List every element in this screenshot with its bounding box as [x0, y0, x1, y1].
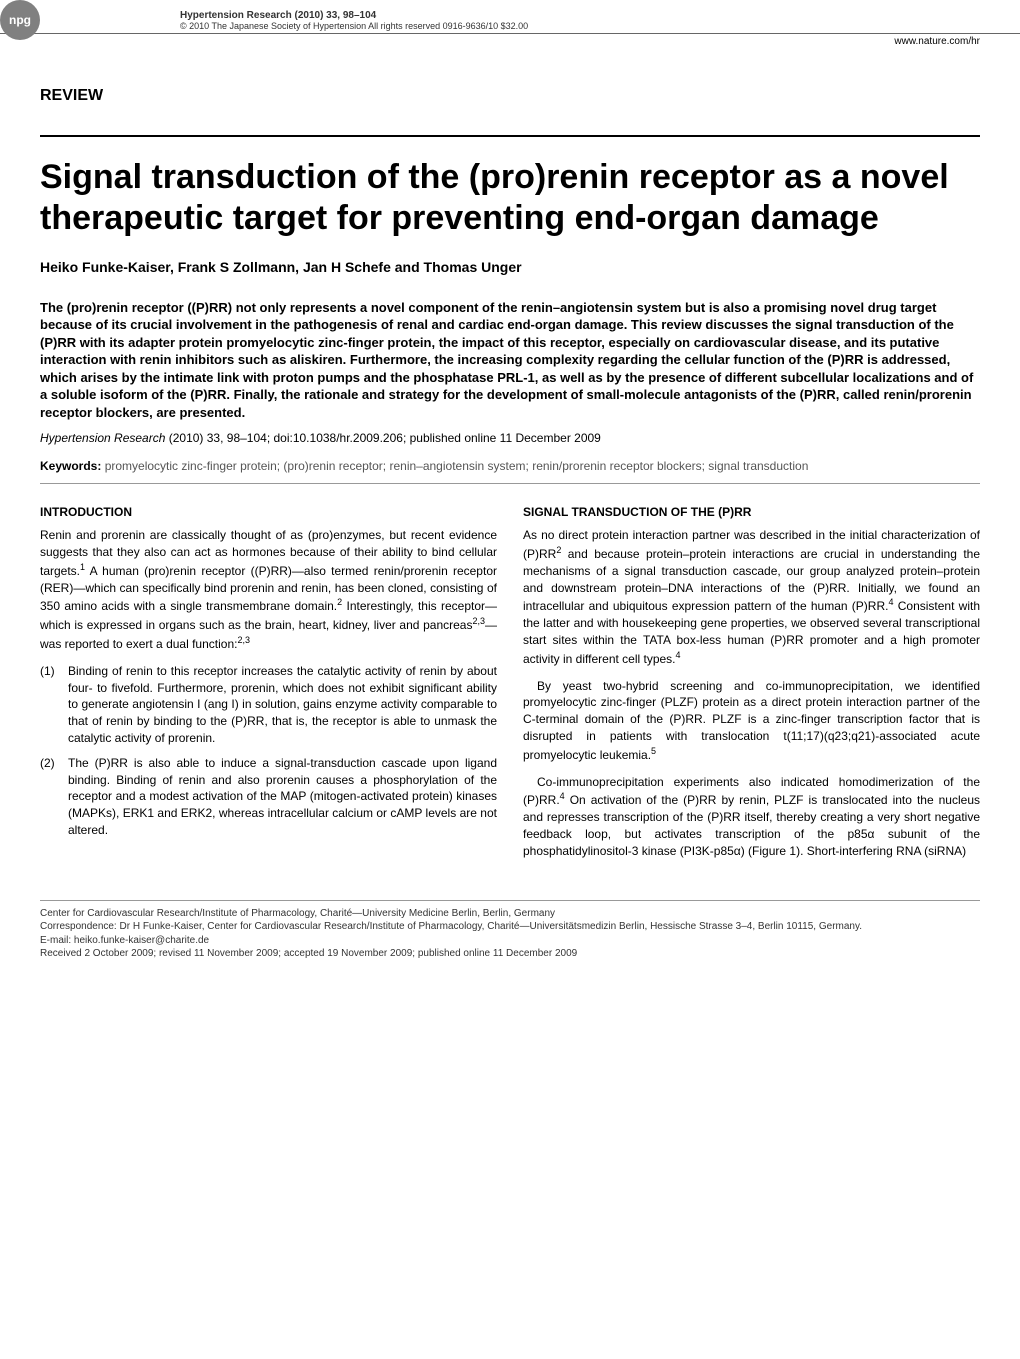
signal-para-1: As no direct protein interaction partner…	[523, 527, 980, 667]
body-columns: INTRODUCTION Renin and prorenin are clas…	[40, 504, 980, 869]
authors: Heiko Funke-Kaiser, Frank S Zollmann, Ja…	[40, 259, 980, 275]
journal-line: Hypertension Research (2010) 33, 98–104	[180, 10, 1020, 21]
list-item-number: (2)	[40, 755, 55, 772]
citation-journal: Hypertension Research	[40, 431, 165, 445]
footer: Center for Cardiovascular Research/Insti…	[40, 900, 980, 961]
signal-para-3: Co-immunoprecipitation experiments also …	[523, 774, 980, 860]
header-meta: Hypertension Research (2010) 33, 98–104 …	[0, 0, 1020, 31]
correspondence-email: E-mail: heiko.funke-kaiser@charite.de	[40, 934, 980, 948]
citation-rest: (2010) 33, 98–104; doi:10.1038/hr.2009.2…	[165, 431, 600, 445]
abstract: The (pro)renin receptor ((P)RR) not only…	[40, 299, 980, 422]
keywords-text: promyelocytic zinc-finger protein; (pro)…	[101, 459, 808, 473]
article-title: Signal transduction of the (pro)renin re…	[40, 157, 980, 239]
section-heading-signal: SIGNAL TRANSDUCTION OF THE (P)RR	[523, 504, 980, 521]
list-item: (2) The (P)RR is also able to induce a s…	[68, 755, 497, 839]
correspondence: Correspondence: Dr H Funke-Kaiser, Cente…	[40, 920, 980, 934]
citation: Hypertension Research (2010) 33, 98–104;…	[40, 431, 980, 445]
journal-url: www.nature.com/hr	[0, 34, 1020, 47]
article-type: REVIEW	[40, 87, 1020, 105]
received-line: Received 2 October 2009; revised 11 Nove…	[40, 947, 980, 961]
publisher-badge-text: npg	[9, 13, 31, 27]
publisher-badge: npg	[0, 0, 40, 40]
left-column: INTRODUCTION Renin and prorenin are clas…	[40, 504, 497, 869]
title-rule-top	[40, 135, 980, 137]
list-item: (1) Binding of renin to this receptor in…	[68, 663, 497, 747]
section-heading-intro: INTRODUCTION	[40, 504, 497, 521]
keywords: Keywords: promyelocytic zinc-finger prot…	[40, 459, 980, 473]
intro-para-1: Renin and prorenin are classically thoug…	[40, 527, 497, 653]
right-column: SIGNAL TRANSDUCTION OF THE (P)RR As no d…	[523, 504, 980, 869]
list-item-text: The (P)RR is also able to induce a signa…	[68, 756, 497, 837]
keywords-label: Keywords:	[40, 459, 101, 473]
keywords-rule	[40, 483, 980, 484]
signal-para-2: By yeast two-hybrid screening and co-imm…	[523, 678, 980, 764]
list-item-number: (1)	[40, 663, 55, 680]
copyright-line: © 2010 The Japanese Society of Hypertens…	[180, 21, 1020, 31]
intro-list: (1) Binding of renin to this receptor in…	[40, 663, 497, 839]
affiliation: Center for Cardiovascular Research/Insti…	[40, 907, 980, 921]
list-item-text: Binding of renin to this receptor increa…	[68, 664, 497, 745]
